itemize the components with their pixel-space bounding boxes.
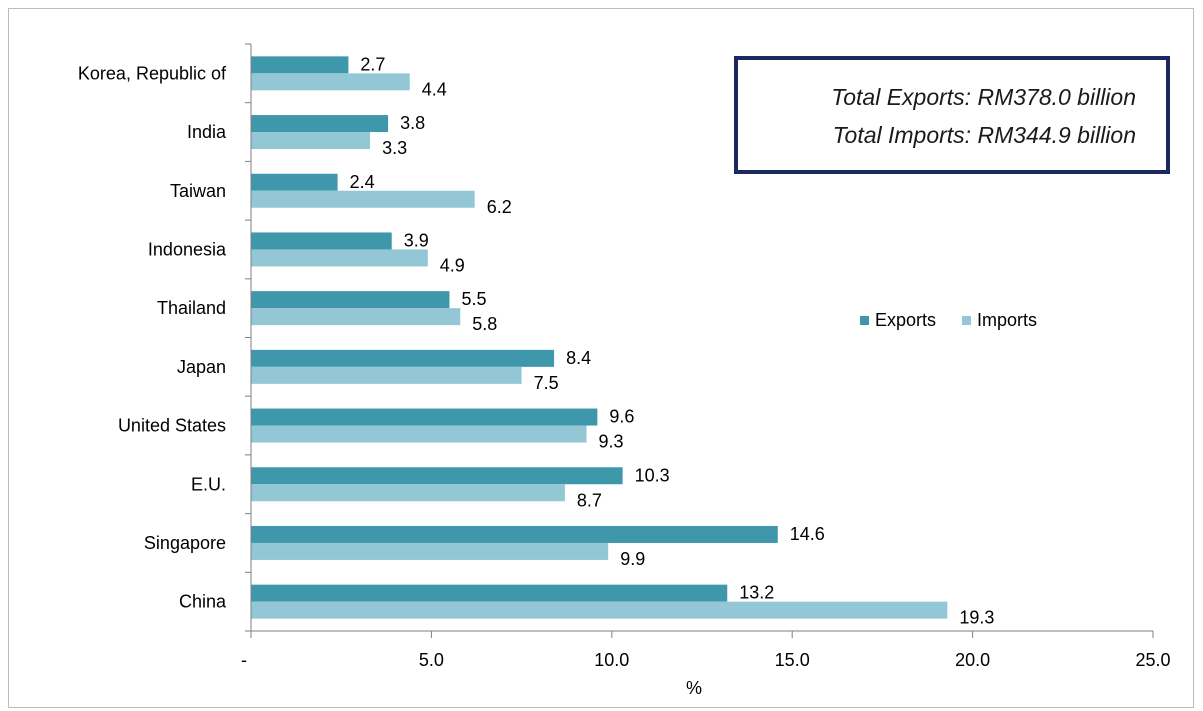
bar-imports (251, 601, 948, 619)
legend-item-imports: Imports (962, 310, 1037, 331)
data-label-exports: 10.3 (635, 465, 670, 485)
data-label-exports: 2.4 (350, 172, 375, 192)
legend-label-exports: Exports (875, 310, 937, 330)
bar-imports (251, 73, 410, 91)
data-label-imports: 6.2 (487, 197, 512, 217)
legend-label-imports: Imports (977, 310, 1038, 330)
bar-exports (251, 232, 392, 250)
data-label-imports: 4.9 (440, 255, 465, 275)
legend: Exports Imports (860, 310, 1063, 331)
bar-imports (251, 425, 587, 443)
chart-frame (8, 8, 1194, 708)
category-label: Korea, Republic of (78, 63, 227, 83)
category-label: Japan (177, 357, 226, 377)
x-tick-label: - (241, 650, 247, 670)
data-label-exports: 2.7 (360, 54, 385, 74)
data-label-exports: 5.5 (461, 289, 486, 309)
x-tick-label: 5.0 (419, 650, 444, 670)
bar-exports (251, 173, 338, 191)
bar-imports (251, 542, 609, 560)
category-label: United States (118, 416, 226, 436)
bar-exports (251, 525, 778, 543)
x-axis-title: % (686, 678, 702, 698)
data-label-exports: 3.8 (400, 113, 425, 133)
data-label-exports: 13.2 (739, 583, 774, 603)
x-tick-label: 10.0 (594, 650, 629, 670)
bar-imports (251, 249, 428, 267)
bar-exports (251, 115, 389, 133)
x-tick-label: 25.0 (1135, 650, 1170, 670)
category-label: Singapore (144, 533, 226, 553)
legend-swatch-exports (860, 316, 869, 325)
total-imports-text: Total Imports: RM344.9 billion (832, 122, 1136, 148)
data-label-imports: 7.5 (534, 373, 559, 393)
category-label: China (179, 592, 227, 612)
data-label-imports: 9.9 (620, 549, 645, 569)
data-label-imports: 19.3 (959, 608, 994, 628)
category-label: Indonesia (148, 239, 227, 259)
totals-box: Total Exports: RM378.0 billion Total Imp… (734, 56, 1170, 174)
data-label-imports: 5.8 (472, 314, 497, 334)
bar-imports (251, 308, 461, 326)
value-labels-group: 2.7 4.4 3.8 3.3 2.4 6.2 3.9 4.9 5.5 5.8 8.4 7.5 9.6 9… (350, 54, 995, 627)
bar-exports (251, 408, 598, 426)
data-label-exports: 14.6 (790, 524, 825, 544)
data-label-imports: 4.4 (422, 79, 447, 99)
category-label: Taiwan (170, 181, 226, 201)
bar-exports (251, 584, 728, 602)
legend-item-exports: Exports (860, 310, 936, 331)
data-label-imports: 9.3 (599, 432, 624, 452)
bar-imports (251, 190, 475, 208)
data-label-exports: 9.6 (609, 407, 634, 427)
total-exports-text: Total Exports: RM378.0 billion (831, 84, 1136, 110)
bar-imports (251, 132, 371, 150)
bar-exports (251, 467, 623, 485)
data-label-imports: 3.3 (382, 138, 407, 158)
category-label: E.U. (191, 474, 226, 494)
category-labels-group: Korea, Republic of India Taiwan Indonesia Th… (78, 63, 227, 611)
x-tick-label: 15.0 (775, 650, 810, 670)
legend-swatch-imports (962, 316, 972, 325)
bar-exports (251, 291, 450, 309)
data-label-exports: 8.4 (566, 348, 591, 368)
x-tick-label: 20.0 (955, 650, 990, 670)
bars-group (251, 56, 948, 619)
data-label-exports: 3.9 (404, 230, 429, 250)
category-label: India (187, 122, 227, 142)
bar-exports (251, 349, 555, 367)
bar-imports (251, 366, 522, 384)
axes-group: - 5.0 10.0 15.0 20.0 25.0 (241, 43, 1171, 670)
bar-imports (251, 484, 565, 502)
category-label: Thailand (157, 298, 226, 318)
bar-exports (251, 56, 349, 74)
data-label-imports: 8.7 (577, 490, 602, 510)
